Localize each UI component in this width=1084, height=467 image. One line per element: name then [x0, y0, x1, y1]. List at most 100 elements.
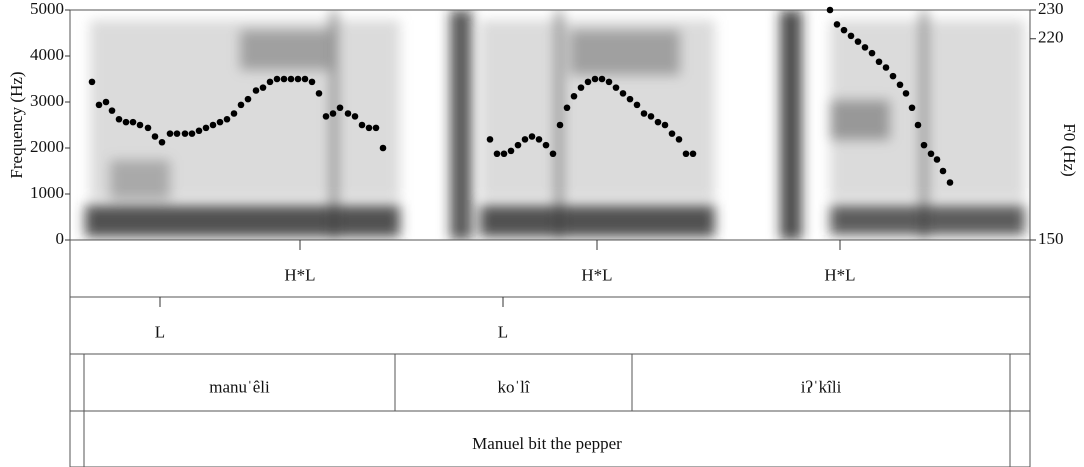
tier-point-label: L	[498, 322, 508, 341]
spectrogram-shade	[480, 205, 715, 237]
f0-point	[237, 101, 245, 109]
f0-point	[619, 90, 627, 97]
f0-point	[563, 104, 571, 112]
spectrogram-shade	[330, 10, 338, 240]
f0-point	[358, 121, 366, 129]
f0-point	[351, 113, 359, 120]
f0-point	[598, 75, 606, 83]
tier-point-label: H*L	[824, 265, 855, 284]
f0-point	[158, 138, 166, 146]
f0-point	[521, 136, 529, 143]
f0-point	[322, 113, 330, 120]
f0-point	[920, 141, 928, 149]
f0-point	[914, 121, 922, 129]
f0-point	[230, 110, 238, 117]
f0-point	[633, 101, 641, 109]
f0-point	[833, 21, 841, 28]
f0-point	[556, 121, 564, 129]
f0-point	[209, 121, 217, 129]
y-tick-label: 1000	[30, 183, 64, 202]
f0-point	[577, 84, 585, 91]
f0-point	[847, 32, 855, 40]
f0-point	[202, 124, 210, 132]
f0-point	[826, 6, 834, 14]
f0-point	[259, 84, 267, 91]
f0-point	[570, 92, 578, 100]
f0-point	[315, 90, 323, 97]
f0-point	[244, 95, 252, 103]
f0-point	[195, 127, 203, 135]
f0-point	[933, 156, 941, 163]
spectrogram-shade	[780, 10, 802, 240]
tier-interval-label: Manuel bit the pepper	[472, 434, 622, 453]
f0-point	[584, 78, 592, 86]
f0-point	[535, 136, 543, 143]
f0-point	[946, 179, 954, 186]
f0-point	[266, 78, 274, 86]
f0-point	[336, 104, 344, 112]
f0-point	[379, 144, 387, 152]
spectrogram-shade	[830, 100, 890, 140]
f0-point	[675, 136, 683, 143]
f0-point	[605, 78, 613, 86]
f0-point	[188, 130, 196, 137]
tier-interval-label: koˈlî	[497, 377, 530, 396]
f0-point	[88, 78, 96, 86]
spectrogram-shade	[240, 30, 330, 70]
y-tick-label: 5000	[30, 0, 64, 18]
f0-point	[365, 124, 373, 132]
f0-point	[854, 38, 862, 45]
f0-point	[612, 84, 620, 91]
f0-point	[549, 150, 557, 158]
f0-point	[273, 75, 281, 83]
spectrogram-shade	[920, 10, 928, 240]
y-tick-label: 0	[56, 229, 65, 248]
f0-point	[682, 150, 690, 158]
f0-point	[500, 150, 508, 158]
f0-point	[95, 101, 103, 109]
f0-point	[689, 150, 697, 158]
f0-point	[252, 87, 260, 94]
f0-point	[136, 121, 144, 129]
f0-point	[528, 133, 536, 140]
f0-point	[939, 167, 947, 175]
tier-point-label: H*L	[284, 265, 315, 284]
f0-point	[372, 124, 380, 132]
f0-point	[223, 115, 231, 123]
f0-point	[591, 75, 599, 83]
f0-point	[181, 130, 189, 137]
spectrogram-shade	[85, 205, 400, 237]
f0-point	[329, 110, 337, 117]
f0-point	[868, 49, 876, 57]
f0-point	[216, 118, 224, 126]
f0-point	[654, 118, 662, 126]
y-tick-label: 4000	[30, 45, 64, 64]
f0-point	[661, 121, 669, 129]
f0-point	[344, 110, 352, 117]
spectrogram-shade	[110, 160, 170, 200]
y-tick-label: 3000	[30, 91, 64, 110]
f0-point	[151, 133, 159, 140]
spectrogram	[85, 10, 1025, 240]
tier-interval-label: iʔˈkîli	[801, 377, 842, 396]
y2-tick-label: 150	[1038, 229, 1064, 248]
y-axis-label: Frequency (Hz)	[7, 71, 26, 178]
f0-point	[882, 64, 890, 71]
f0-point	[102, 98, 110, 106]
tier-interval-label: manuˈêli	[209, 377, 270, 396]
spectrogram-shade	[570, 30, 680, 75]
f0-point	[647, 113, 655, 120]
spectrogram-shade	[450, 10, 472, 240]
f0-point	[166, 130, 174, 137]
f0-point	[668, 130, 676, 137]
f0-point	[640, 110, 648, 117]
f0-point	[108, 107, 116, 114]
f0-point	[507, 147, 515, 155]
f0-point	[129, 118, 137, 126]
plot-frame	[69, 9, 1031, 241]
f0-point	[115, 115, 123, 123]
f0-point	[287, 75, 295, 83]
f0-point	[875, 58, 883, 66]
f0-point	[861, 44, 869, 51]
